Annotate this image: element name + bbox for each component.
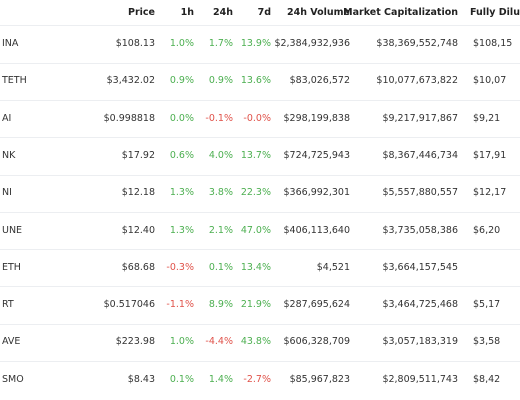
table-cell: 4.0% [208,149,233,161]
column-header: 1h [180,7,194,18]
table-cell: $3,58 [473,336,501,348]
table-cell: $9,21 [473,112,501,124]
coin-name: UNE [2,224,23,236]
coin-name: INA [2,38,19,49]
table-cell: $12.40 [121,224,155,236]
table-cell: $9,217,917,867 [382,112,458,124]
table-cell: $10,077,673,822 [376,75,458,87]
table-cell: 1.0% [169,38,194,49]
table-cell: 2.1% [208,224,233,236]
table-cell: 13.6% [240,75,271,87]
table-cell: 0.9% [169,75,194,87]
coin-name: NK [2,149,16,161]
column-header: Market Capitalization [343,7,458,18]
table-cell: $223.98 [115,336,155,348]
table-cell: $68.68 [121,261,155,273]
table-cell: -0.0% [243,112,271,124]
table-cell: $8,367,446,734 [382,149,458,161]
coin-name: AI [2,112,12,124]
table-cell: -0.3% [166,261,194,273]
table-cell: $3,735,058,386 [382,224,458,236]
table-cell: $2,384,932,936 [274,38,350,49]
table-cell: $6,20 [473,224,501,236]
row-separator [0,137,520,138]
table-cell: $724,725,943 [283,149,350,161]
table-cell: $85,967,823 [289,373,350,385]
table-cell: $298,199,838 [283,112,350,124]
table-cell: $83,026,572 [289,75,350,87]
table-cell: $17,91 [473,149,507,161]
table-cell: 21.9% [240,299,271,311]
column-header: 7d [257,7,271,18]
coin-name: NI [2,187,12,199]
table-cell: 13.7% [240,149,271,161]
table-cell: $38,369,552,748 [376,38,458,49]
table-cell: $10,07 [473,75,507,87]
table-cell: $0.998818 [103,112,155,124]
column-header: Price [128,7,155,18]
table-cell: $5,557,880,557 [382,187,458,199]
table-cell: 1.0% [169,336,194,348]
row-separator [0,212,520,213]
table-cell: 1.7% [208,38,233,49]
table-cell: $3,664,157,545 [382,261,458,273]
table-cell: $8.43 [127,373,155,385]
table-cell: $17.92 [121,149,155,161]
table-cell: 0.1% [169,373,194,385]
table-cell: $108,15 [473,38,513,49]
row-separator [0,100,520,101]
row-separator [0,63,520,64]
column-header: 24h Volume [286,7,350,18]
table-cell: $606,328,709 [283,336,350,348]
table-cell: 13.4% [240,261,271,273]
row-separator [0,25,520,26]
row-separator [0,361,520,362]
table-cell: 1.3% [169,187,194,199]
table-cell: 8.9% [208,299,233,311]
table-cell: 0.9% [208,75,233,87]
table-cell: $0.517046 [103,299,155,311]
table-cell: $12.18 [121,187,155,199]
table-cell: 47.0% [240,224,271,236]
table-cell: $366,992,301 [283,187,350,199]
table-cell: 22.3% [240,187,271,199]
table-cell: 1.3% [169,224,194,236]
table-cell: $406,113,640 [283,224,350,236]
column-header: 24h [213,7,233,18]
coin-name: ETH [2,261,21,273]
table-cell: 3.8% [208,187,233,199]
coin-name: TETH [2,75,27,87]
row-separator [0,175,520,176]
coin-name: SMO [2,373,24,385]
table-cell: $2,809,511,743 [382,373,458,385]
table-cell: $5,17 [473,299,501,311]
row-separator [0,324,520,325]
table-cell: $8,42 [473,373,501,385]
table-cell: $3,057,183,319 [382,336,458,348]
table-cell: $3,464,725,468 [382,299,458,311]
table-cell: 43.8% [240,336,271,348]
table-cell: $287,695,624 [283,299,350,311]
table-cell: -1.1% [166,299,194,311]
coin-name: AVE [2,336,21,348]
row-separator [0,249,520,250]
table-cell: $4,521 [316,261,350,273]
coin-name: RT [2,299,14,311]
column-header: Fully Diluted [470,7,520,18]
table-cell: -2.7% [243,373,271,385]
table-cell: 13.9% [240,38,271,49]
table-cell: -0.1% [205,112,233,124]
table-cell: $12,17 [473,187,507,199]
table-cell: $3,432.02 [106,75,155,87]
table-cell: 0.1% [208,261,233,273]
table-cell: 0.6% [169,149,194,161]
table-cell: $108.13 [115,38,155,49]
table-cell: 0.0% [169,112,194,124]
table-cell: -4.4% [205,336,233,348]
table-cell: 1.4% [208,373,233,385]
row-separator [0,286,520,287]
